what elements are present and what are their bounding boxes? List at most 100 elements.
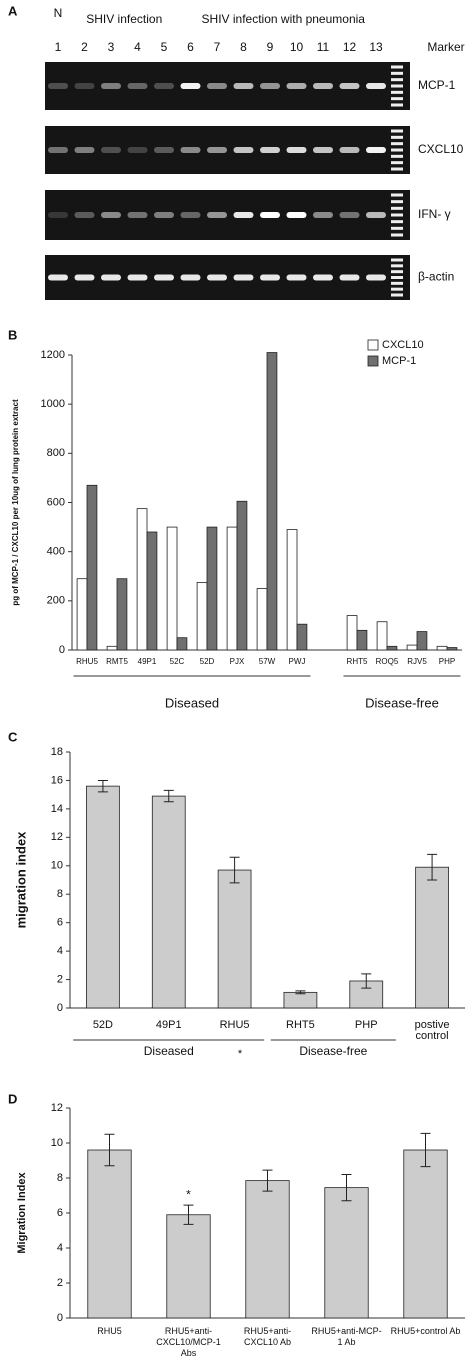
- x-tick-label: RHT5: [286, 1020, 315, 1031]
- gel-band: [101, 274, 121, 281]
- y-tick-label: 8: [57, 888, 63, 900]
- bar: [176, 637, 188, 651]
- x-tick-label: PHP: [439, 657, 455, 666]
- bar: [136, 508, 148, 651]
- error-bar: [420, 1132, 431, 1168]
- gel-band: [286, 147, 307, 153]
- lane-group: SHIV infection: [86, 12, 162, 26]
- marker-band: [391, 264, 403, 268]
- gel-band: [180, 274, 201, 281]
- gel-band: [286, 274, 307, 281]
- bar: [324, 1187, 369, 1319]
- gel-band: [74, 83, 95, 89]
- bar: [283, 991, 318, 1009]
- gel-band: [233, 212, 254, 218]
- error-bar: [341, 1174, 352, 1202]
- gel-band: [127, 274, 148, 281]
- marker-band: [391, 78, 403, 82]
- x-tick-label: RJV5: [407, 657, 427, 666]
- lane-header: N: [54, 6, 63, 20]
- gel-band: [154, 274, 174, 281]
- marker-band: [391, 135, 403, 139]
- x-tick-label: PWJ: [289, 657, 306, 666]
- bar: [76, 578, 88, 651]
- group-label: Diseased: [144, 1044, 194, 1058]
- x-tick-label: 52D: [200, 657, 215, 666]
- y-tick-label: 2: [57, 1277, 63, 1289]
- marker-band: [391, 287, 403, 291]
- x-tick-label: ROQ5: [376, 657, 399, 666]
- bar: [346, 615, 358, 651]
- gel-band: [48, 147, 68, 153]
- bar: [415, 866, 449, 1009]
- bar: [87, 1149, 132, 1319]
- gel-band: [313, 83, 333, 89]
- error-bar: [262, 1169, 273, 1192]
- x-tick-label: 49P1: [155, 1020, 182, 1031]
- annotation: *: [238, 1048, 243, 1060]
- marker-band: [391, 206, 403, 210]
- gel-band: [180, 212, 201, 218]
- gel-band: [313, 274, 333, 281]
- lane-number: 12: [343, 40, 357, 54]
- marker-band: [391, 293, 403, 297]
- y-tick-label: 16: [51, 774, 63, 786]
- marker-band: [391, 129, 403, 133]
- panel-label: C: [8, 729, 18, 744]
- gel-band: [154, 212, 174, 218]
- gel-band: [313, 212, 333, 218]
- x-tick-label-box: RHU5: [220, 1020, 250, 1031]
- marker-band: [391, 161, 403, 165]
- marker-band: [391, 193, 403, 197]
- gel-band: [286, 83, 307, 89]
- x-tick-label-box: PHP: [355, 1020, 378, 1031]
- marker-band: [391, 71, 403, 75]
- gel-band: [180, 147, 201, 153]
- gel-band: [127, 147, 148, 153]
- y-tick-label: 600: [47, 496, 65, 508]
- marker-band: [391, 213, 403, 217]
- bar: [106, 645, 118, 651]
- gel-band: [233, 274, 254, 281]
- x-tick-label: RHU5+anti-MCP-1 Ab: [311, 1326, 382, 1347]
- y-tick-label: 0: [57, 1002, 63, 1014]
- gel-band: [366, 147, 386, 153]
- bar: [166, 1214, 211, 1319]
- lane-number: 5: [161, 40, 168, 54]
- lane-number: 7: [214, 40, 221, 54]
- y-axis-label: Migration Index: [16, 1171, 28, 1253]
- bar: [256, 588, 268, 651]
- gel-band: [154, 83, 174, 89]
- gel-band: [207, 274, 227, 281]
- panel-label: A: [8, 3, 18, 18]
- group-label: Diseased: [165, 695, 219, 710]
- marker-band: [391, 226, 403, 230]
- gel-band: [286, 212, 307, 218]
- bar: [217, 869, 252, 1009]
- legend-swatch: [367, 339, 379, 351]
- y-tick-label: 8: [57, 1172, 63, 1184]
- lane-number: 13: [369, 40, 383, 54]
- legend-label: MCP-1: [382, 355, 416, 367]
- y-tick-label: 4: [57, 945, 63, 957]
- marker-band: [391, 233, 403, 237]
- bar: [266, 352, 278, 651]
- panel-label: B: [8, 327, 17, 342]
- gel-band: [101, 83, 121, 89]
- lane-number: 10: [290, 40, 304, 54]
- bar: [146, 531, 158, 651]
- y-tick-label: 12: [51, 831, 63, 843]
- y-tick-label: 0: [59, 644, 65, 656]
- x-tick-label: RHU5+anti-CXCL10/MCP-1 Abs: [156, 1326, 221, 1358]
- error-bar: [97, 779, 108, 793]
- marker-band: [391, 167, 403, 171]
- gel-row-label: IFN- γ: [418, 207, 451, 221]
- x-tick-label: RHU5+anti-CXCL10 Ab: [243, 1326, 292, 1347]
- y-tick-label: 0: [57, 1312, 63, 1324]
- x-tick-label: 49P1: [138, 657, 157, 666]
- x-tick-label-box: RHU5+control Ab: [391, 1326, 461, 1336]
- lane-number: 11: [317, 40, 330, 54]
- x-tick-label-box: RHU5+anti-CXCL10 Ab: [243, 1326, 292, 1347]
- bar: [403, 1149, 448, 1319]
- gel-band: [101, 147, 121, 153]
